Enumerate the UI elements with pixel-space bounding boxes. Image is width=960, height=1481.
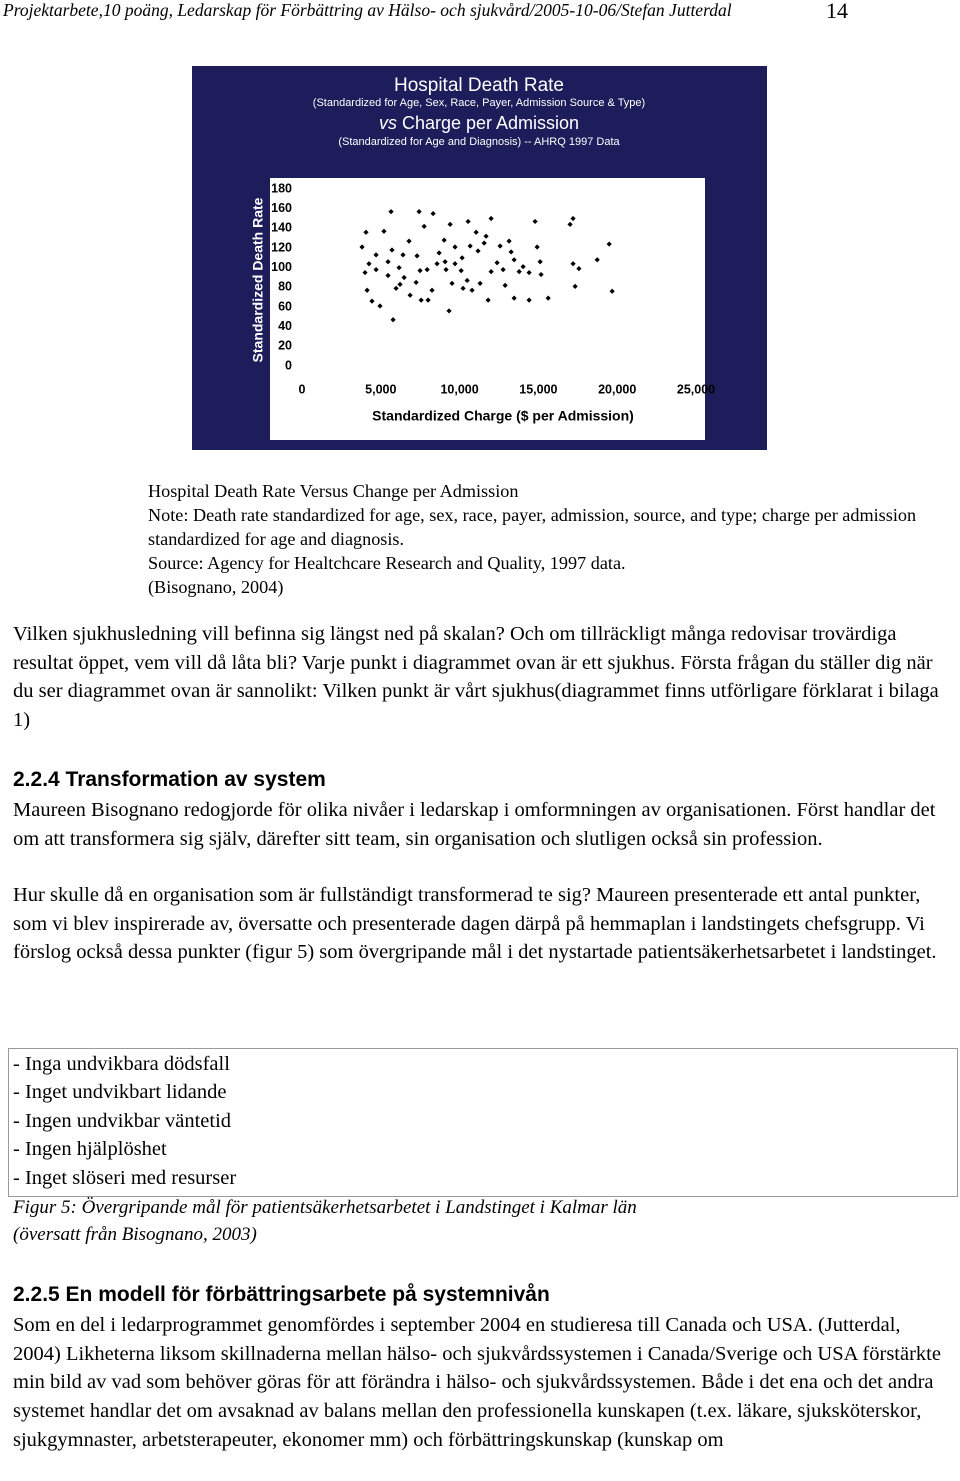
figure-caption: Figur 5: Övergripande mål för patientsäk… [13,1197,637,1218]
list-item: - Inga undvikbara dödsfall [13,1053,230,1075]
data-point [475,248,481,254]
data-point [458,268,464,274]
data-point [567,221,573,227]
chart-caption-note: Note: Death rate standardized for age, s… [148,505,917,549]
data-point [407,292,413,298]
chart-title-2: vs Charge per Admission [379,113,579,133]
data-point [511,295,517,301]
data-point [436,250,442,256]
data-point [570,261,576,267]
y-tick-label: 0 [285,358,292,372]
running-header: Projektarbete,10 poäng, Ledarskap för Fö… [3,0,732,20]
plot-background [270,178,705,440]
chart-caption-source: Source: Agency for Healtchcare Research … [148,553,626,573]
data-point [538,271,544,278]
x-tick-label: 15,000 [519,382,557,396]
section-heading: 2.2.5 En modell för förbättringsarbete p… [13,1283,550,1306]
data-point [363,229,369,235]
data-point [385,259,391,265]
paragraph: Hur skulle då en organisation som är ful… [13,884,937,964]
data-point [537,259,543,265]
y-tick-label: 180 [271,181,292,195]
x-axis-label: Standardized Charge ($ per Admission) [372,408,634,424]
x-tick-label: 0 [299,382,306,396]
data-point [606,241,612,247]
data-point [508,249,514,255]
figure-caption: (översatt från Bisognano, 2003) [13,1224,257,1245]
data-point [483,233,489,239]
data-point [416,209,422,215]
data-point [526,269,532,276]
y-tick-label: 60 [278,299,292,313]
data-point [481,240,487,246]
chart: Hospital Death Rate (Standardized for Ag… [192,66,767,450]
data-point [506,238,512,244]
data-point [594,257,600,263]
data-point [366,261,372,267]
paragraph: Vilken sjukhusledning vill befinna sig l… [13,623,939,732]
data-point [388,209,394,215]
data-point [447,221,453,227]
title-prefix: vs [379,113,397,133]
chart-subtitle-2: (Standardized for Age and Diagnosis) -- … [338,136,620,148]
data-point [469,287,475,293]
data-point [465,218,471,225]
data-point [526,297,532,303]
plot: 0 20 40 60 80 100 120 140 160 180 0 5,000 10,000 15,0… [271,181,715,396]
x-tick-label: 25,000 [677,382,715,396]
data-point [359,244,365,250]
paragraph: Som en del i ledarprogrammet genomfördes… [13,1314,941,1451]
y-tick-label: 120 [271,240,292,254]
list-item: - Ingen hjälplöshet [13,1138,167,1160]
chart-subtitle: (Standardized for Age, Sex, Race, Payer,… [313,97,645,109]
chart-caption-ref: (Bisognano, 2004) [148,577,284,597]
data-point [441,237,447,243]
y-tick-label: 80 [278,280,292,294]
data-point [497,243,503,249]
data-point [473,229,479,235]
data-point [609,288,615,294]
chart-caption-title: Hospital Death Rate Versus Change per Ad… [148,481,519,501]
data-point [464,277,470,284]
data-point [467,243,473,249]
data-point [364,287,370,293]
data-point [494,260,500,266]
data-point [534,244,540,250]
y-tick-label: 140 [271,221,292,235]
figure-box [8,1048,958,1197]
x-tick-label: 10,000 [440,382,478,396]
x-tick-label: 5,000 [365,382,396,396]
list-item: - Ingen undvikbar väntetid [13,1110,232,1132]
data-point [545,295,551,301]
data-point [532,218,538,225]
list-item: - Inget undvikbart lidande [13,1081,227,1103]
data-point [424,267,430,273]
y-tick-label: 160 [271,201,292,215]
y-tick-label: 100 [271,260,292,274]
list-item: - Inget slöseri med resurser [13,1167,237,1189]
data-point [421,223,427,229]
data-point [570,215,576,222]
data-point [511,257,517,263]
page-number: 14 [826,0,848,23]
data-point [452,261,458,267]
y-axis-label: Standardized Death Rate [250,197,266,362]
x-tick-label: 20,000 [598,382,636,396]
title-2-text: Charge per Admission [402,113,579,133]
y-tick-label: 20 [278,339,292,353]
data-point [452,244,458,250]
data-point [401,274,407,281]
y-tick-label: 40 [278,319,292,333]
section-heading: 2.2.4 Transformation av system [13,768,326,791]
data-point [502,282,508,288]
data-point [396,265,402,271]
chart-title: Hospital Death Rate [394,75,564,96]
data-point [488,215,494,222]
paragraph: Maureen Bisognano redogjorde för olika n… [13,799,936,850]
